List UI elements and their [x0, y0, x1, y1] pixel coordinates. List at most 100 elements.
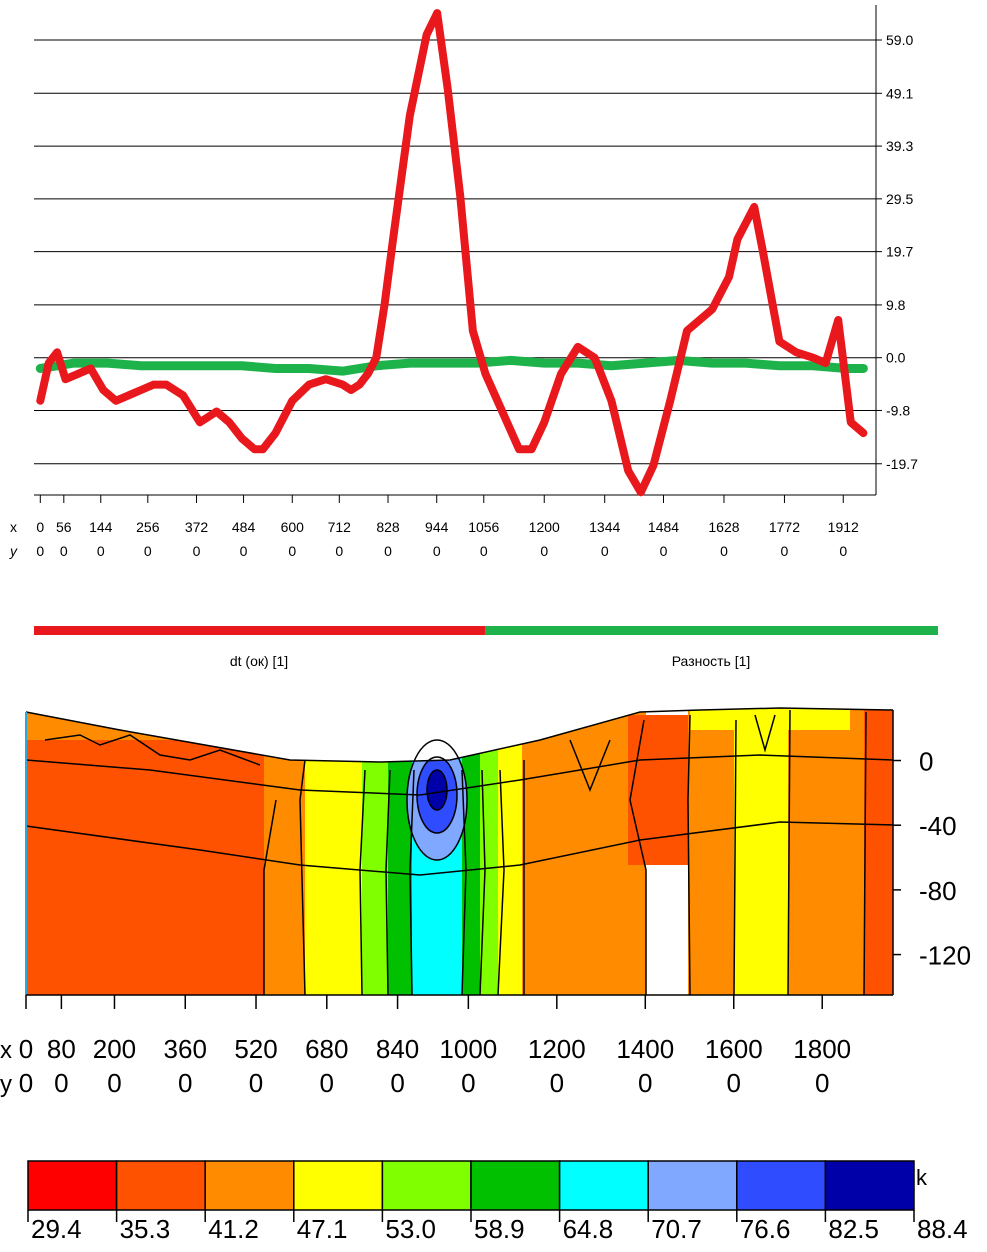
y-tick-value: 0	[384, 543, 392, 559]
legend-label-dt: dt (ок) [1]	[230, 653, 288, 669]
legend-label-difference: Разность [1]	[672, 653, 751, 669]
x-tick-label: 600	[281, 519, 305, 535]
section-y-tick-value: 0	[19, 1068, 33, 1098]
y-tick-value: 0	[720, 543, 728, 559]
colorbar-label: 82.5	[828, 1214, 879, 1244]
colorbar-label: 88.4	[917, 1214, 968, 1244]
section-y-prefix: y	[0, 1071, 12, 1098]
y-tick-label: 39.3	[886, 138, 913, 154]
section-y-tick-label: -40	[919, 811, 957, 841]
y-tick-label: -9.8	[886, 402, 910, 418]
y-tick-value: 0	[240, 543, 248, 559]
y-tick-value: 0	[193, 543, 201, 559]
x-tick-label: 0	[36, 519, 44, 535]
section-x-tick-label: 1400	[616, 1034, 674, 1064]
zone-35-b	[628, 715, 688, 865]
x-tick-label: 1628	[708, 519, 739, 535]
section-x-tick-label: 0	[19, 1034, 33, 1064]
colorbar-swatch	[824, 1160, 915, 1211]
section-y-tick-label: 0	[919, 747, 933, 777]
y-tick-label: 49.1	[886, 85, 913, 101]
section-y-ticks: 0 -40 -80 -120	[893, 747, 971, 971]
section-x-tick-label: 840	[376, 1034, 419, 1064]
y-tick-label: 0.0	[886, 350, 906, 366]
section-x-tick-label: 1200	[528, 1034, 586, 1064]
section-y-tick-value: 0	[550, 1068, 564, 1098]
x-tick-label: 828	[376, 519, 400, 535]
y-tick-value: 0	[781, 543, 789, 559]
line-chart: 59.049.139.329.519.79.80.0-9.8-19.7 xy00…	[9, 5, 918, 559]
y-tick-label: 59.0	[886, 32, 913, 48]
section-x-prefix: x	[0, 1037, 12, 1064]
legend: dt (ок) [1] Разность [1]	[34, 626, 938, 669]
zone-41-c	[688, 708, 736, 995]
colorbar-label: 53.0	[385, 1214, 436, 1244]
x-tick-label: 372	[185, 519, 209, 535]
y-tick-value: 0	[335, 543, 343, 559]
section-x-tick-label: 1800	[793, 1034, 851, 1064]
section-y-tick-value: 0	[815, 1068, 829, 1098]
section-x-ticks: xy00800200036005200680084001000012000140…	[0, 995, 851, 1098]
section-x-tick-label: 80	[47, 1034, 76, 1064]
section-y-tick-value: 0	[320, 1068, 334, 1098]
y-prefix-label: y	[9, 543, 18, 559]
x-tick-label: 1200	[529, 519, 560, 535]
line-chart-plot-area	[34, 5, 876, 495]
legend-swatch-difference	[485, 626, 938, 635]
x-tick-label: 1484	[648, 519, 679, 535]
x-tick-label: 1912	[828, 519, 859, 535]
y-tick-label: 19.7	[886, 244, 913, 260]
colorbar-label: 64.8	[563, 1214, 614, 1244]
section-y-tick-value: 0	[178, 1068, 192, 1098]
colorbar-swatch	[204, 1160, 295, 1211]
section-x-tick-label: 200	[93, 1034, 136, 1064]
zone-59-b	[462, 708, 482, 995]
x-tick-label: 1772	[769, 519, 800, 535]
y-tick-value: 0	[60, 543, 68, 559]
section-x-tick-label: 1600	[705, 1034, 763, 1064]
zone-41-d	[788, 708, 866, 995]
colorbar-label: 29.4	[31, 1214, 82, 1244]
section-x-tick-label: 680	[305, 1034, 348, 1064]
y-tick-value: 0	[433, 543, 441, 559]
series-line-dt	[36, 9, 868, 497]
zone-53-b	[480, 708, 500, 995]
zone-top-41	[26, 708, 276, 740]
x-tick-label: 1056	[468, 519, 499, 535]
section-y-tick-label: -120	[919, 941, 971, 971]
y-tick-label: 29.5	[886, 191, 913, 207]
colorbar-swatch	[558, 1160, 649, 1211]
y-tick-value: 0	[144, 543, 152, 559]
x-prefix-label: x	[10, 519, 17, 535]
x-tick-label: 944	[425, 519, 449, 535]
colorbar-swatch	[293, 1160, 384, 1211]
zone-top-47	[690, 708, 850, 730]
zone-53-a	[362, 708, 390, 995]
section-y-tick-value: 0	[249, 1068, 263, 1098]
colorbar-label: 70.7	[651, 1214, 702, 1244]
line-chart-series	[35, 9, 868, 497]
line-chart-y-ticks: 59.0 49.1 39.3 29.5 19.7 9.8 0.0 -9.8 -19.7	[876, 32, 918, 472]
zone-47-a	[305, 708, 365, 995]
series-line-difference	[35, 355, 868, 376]
zone-47-b	[498, 708, 524, 995]
zone-47-c	[734, 708, 790, 995]
zone-left-35	[26, 708, 276, 995]
colorbar-label: 58.9	[474, 1214, 525, 1244]
x-tick-label: 712	[328, 519, 352, 535]
colorbar-swatch	[381, 1160, 472, 1211]
colorbar-label: 76.6	[740, 1214, 791, 1244]
colorbar-unit: k	[916, 1165, 928, 1190]
y-tick-value: 0	[36, 543, 44, 559]
section-x-tick-label: 1000	[439, 1034, 497, 1064]
section-y-tick-value: 0	[638, 1068, 652, 1098]
section-y-tick-value: 0	[54, 1068, 68, 1098]
section-y-tick-label: -80	[919, 876, 957, 906]
section-y-tick-value: 0	[727, 1068, 741, 1098]
colorbar: 29.4 35.3 41.2 47.1 53.0 58.9 64.8 70.7 76.6 82.5…	[27, 1160, 968, 1244]
colorbar-label: 41.2	[208, 1214, 259, 1244]
line-chart-gridlines	[34, 39, 876, 465]
y-tick-value: 0	[480, 543, 488, 559]
section-contour-lines	[25, 707, 894, 996]
